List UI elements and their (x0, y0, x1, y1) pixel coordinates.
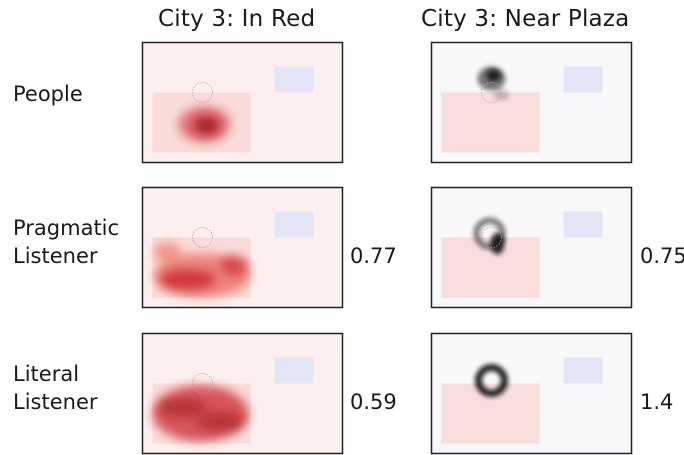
score-pragmatic-near-plaza: 0.75 (640, 244, 684, 268)
row-label-line: Pragmatic (13, 216, 120, 240)
plaza-marker (192, 227, 213, 248)
heat-ring (475, 364, 508, 397)
plaza-marker (481, 82, 502, 103)
heat-blob (490, 232, 505, 255)
red-region (441, 92, 540, 153)
heatmap-people-near-plaza (430, 41, 633, 164)
score-literal-in-red: 0.59 (350, 390, 397, 414)
panel-frame (430, 332, 633, 455)
panel-frame (141, 41, 344, 164)
heat-blob (220, 255, 249, 276)
heatmap-people-in-red (141, 41, 344, 164)
plaza-marker (192, 373, 213, 394)
heat-blob (196, 412, 245, 431)
blue-region (274, 66, 314, 93)
score-literal-near-plaza: 1.4 (640, 390, 674, 414)
row-label-line: Listener (13, 244, 98, 268)
heat-blob (153, 242, 182, 263)
panel-frame (141, 186, 344, 309)
heat-blob (193, 116, 220, 135)
blue-region (563, 66, 603, 93)
panel-frame (141, 332, 344, 455)
row-label-pragmatic-listener: Pragmatic Listener (13, 214, 119, 270)
blue-region (274, 211, 314, 238)
score-pragmatic-in-red: 0.77 (350, 244, 397, 268)
heat-blob (158, 398, 207, 417)
heatmap-literal-in-red (141, 332, 344, 455)
blue-region (563, 211, 603, 238)
heatmap-literal-near-plaza (430, 332, 633, 455)
row-label-literal-listener: Literal Listener (13, 360, 98, 416)
plaza-marker (481, 227, 502, 248)
blue-region (563, 357, 603, 384)
heat-ring (473, 217, 506, 250)
row-label-line: Literal (13, 362, 80, 386)
panel-frame (430, 41, 633, 164)
heatmap-pragmatic-near-plaza (430, 186, 633, 309)
heat-blob (486, 69, 501, 82)
blue-region (274, 357, 314, 384)
column-title-near-plaza: City 3: Near Plaza (421, 6, 630, 32)
plaza-marker (192, 82, 213, 103)
heatmap-pragmatic-in-red (141, 186, 344, 309)
row-label-line: Listener (13, 390, 98, 414)
column-title-in-red: City 3: In Red (158, 6, 316, 32)
panel-frame (430, 186, 633, 309)
row-label-people: People (13, 80, 83, 108)
row-label-line: People (13, 82, 83, 106)
heat-blob (493, 88, 510, 101)
heat-blob (159, 269, 216, 290)
